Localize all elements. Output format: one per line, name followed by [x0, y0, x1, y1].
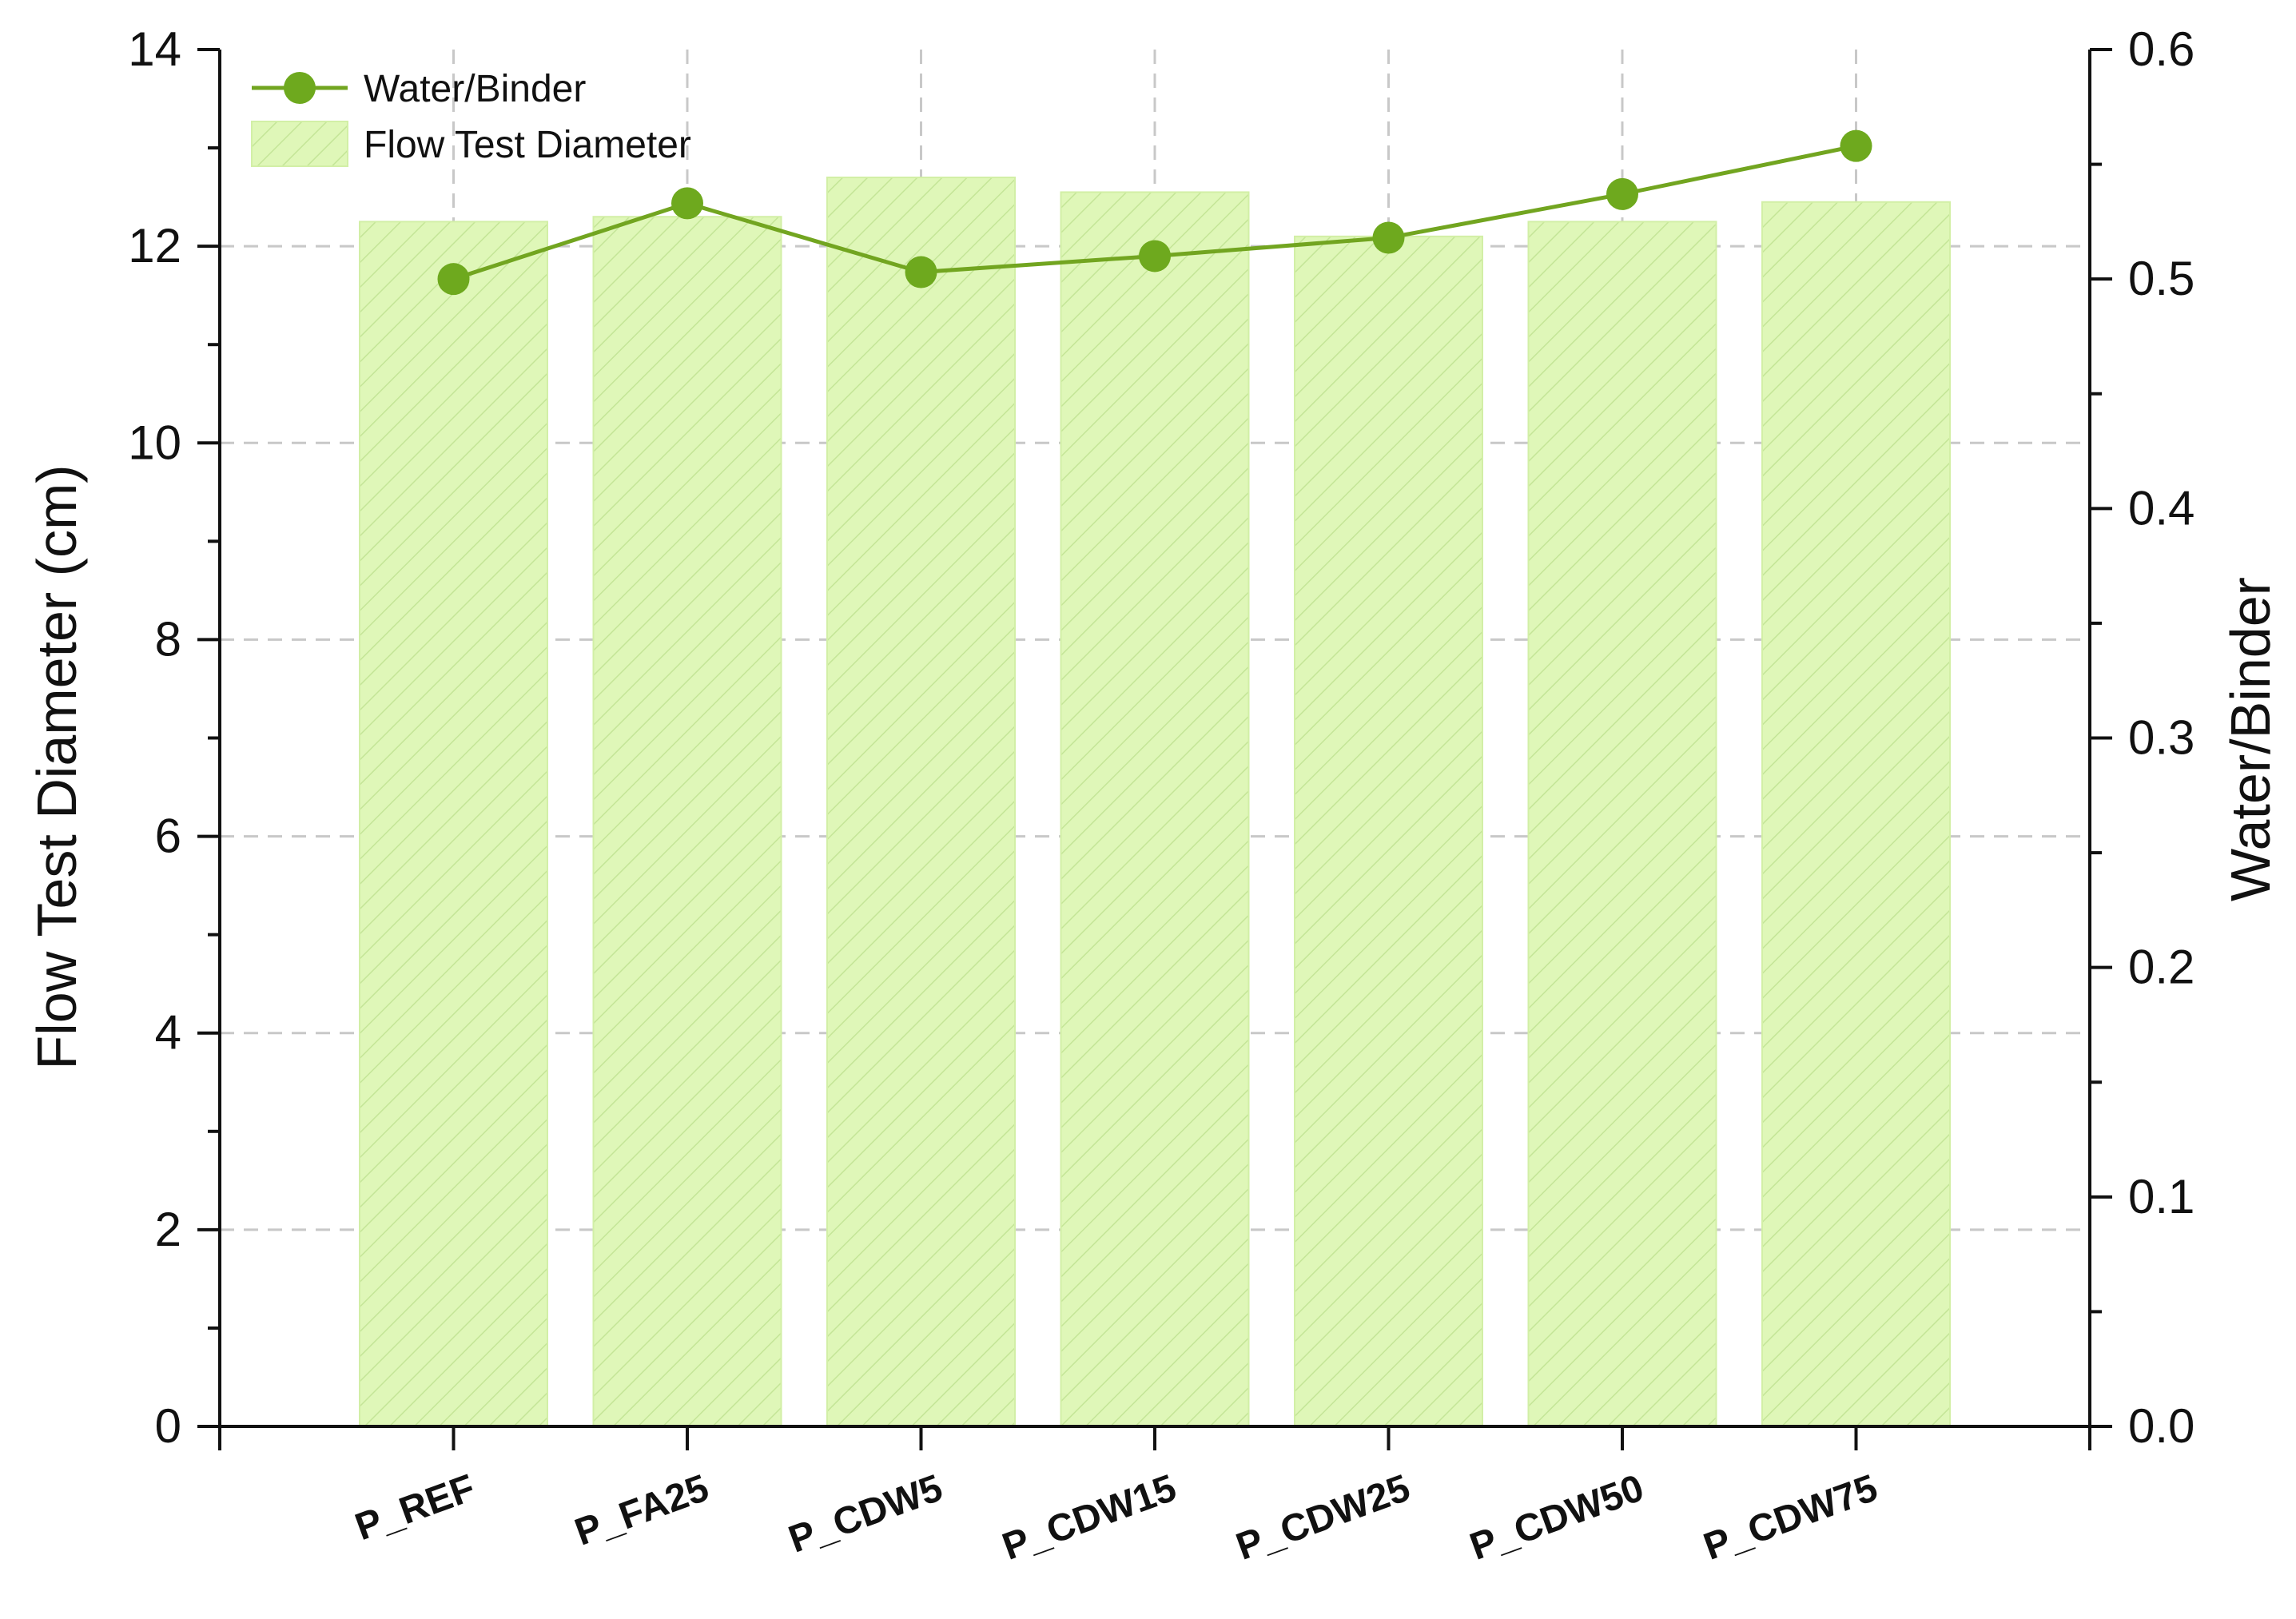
y2-axis-title: Water/Binder — [2219, 577, 2282, 901]
y-tick-label: 10 — [128, 416, 181, 469]
y2-tick-label: 0.1 — [2128, 1170, 2195, 1223]
bar-p-cdw75 — [1761, 201, 1951, 1427]
x-tick-label-p-fa25: P_FA25 — [570, 1467, 714, 1554]
y-tick-label: 14 — [128, 22, 181, 76]
water-binder-marker-p-ref — [437, 263, 470, 296]
x-tick-label-p-cdw50: P_CDW50 — [1465, 1467, 1649, 1569]
water-binder-marker-p-cdw15 — [1139, 240, 1171, 272]
x-tick-label-p-cdw5: P_CDW5 — [783, 1467, 948, 1561]
bar-p-cdw15 — [1060, 191, 1250, 1427]
y2-tick-label: 0.2 — [2128, 941, 2195, 994]
y-tick-label: 2 — [155, 1203, 181, 1256]
legend-marker-swatch — [284, 72, 316, 104]
y-tick-label: 12 — [128, 219, 181, 272]
x-tick-label-p-cdw25: P_CDW25 — [1231, 1467, 1415, 1569]
x-tick-label-p-cdw75: P_CDW75 — [1698, 1467, 1883, 1569]
y2-tick-label: 0.5 — [2128, 252, 2195, 305]
bar-p-cdw5 — [826, 176, 1016, 1428]
water-binder-marker-p-cdw5 — [905, 256, 937, 288]
legend-bar-swatch — [251, 121, 348, 167]
water-binder-marker-p-cdw75 — [1840, 129, 1872, 162]
x-tick-label-p-ref: P_REF — [350, 1467, 481, 1549]
bar-series-flow-test-diameter — [359, 176, 1951, 1428]
y2-tick-label: 0.0 — [2128, 1399, 2195, 1453]
y-tick-label: 4 — [155, 1006, 181, 1060]
axis-labels: Flow Test Diameter (cm) Water/Binder — [26, 464, 2282, 1069]
y2-tick-label: 0.6 — [2128, 22, 2195, 76]
bar-p-fa25 — [592, 216, 782, 1427]
y2-tick-label: 0.4 — [2128, 481, 2195, 535]
water-binder-marker-p-cdw25 — [1372, 221, 1405, 254]
bar-p-cdw50 — [1527, 221, 1717, 1427]
bar-p-ref — [359, 221, 548, 1427]
legend-label-flow-test-diameter: Flow Test Diameter — [364, 124, 691, 166]
bar-p-cdw25 — [1294, 235, 1483, 1428]
line-series-water-binder — [437, 129, 1872, 296]
y-axis-title: Flow Test Diameter (cm) — [26, 464, 88, 1069]
water-binder-marker-p-fa25 — [671, 187, 703, 220]
y2-tick-label: 0.3 — [2128, 711, 2195, 765]
y-tick-label: 6 — [155, 810, 181, 863]
water-binder-marker-p-cdw50 — [1606, 177, 1638, 210]
y-tick-label: 8 — [155, 612, 181, 666]
y-tick-label: 0 — [155, 1399, 181, 1453]
x-tick-label-p-cdw15: P_CDW15 — [997, 1467, 1182, 1569]
legend: Water/Binder Flow Test Diameter — [251, 68, 691, 167]
legend-label-water-binder: Water/Binder — [364, 68, 586, 110]
